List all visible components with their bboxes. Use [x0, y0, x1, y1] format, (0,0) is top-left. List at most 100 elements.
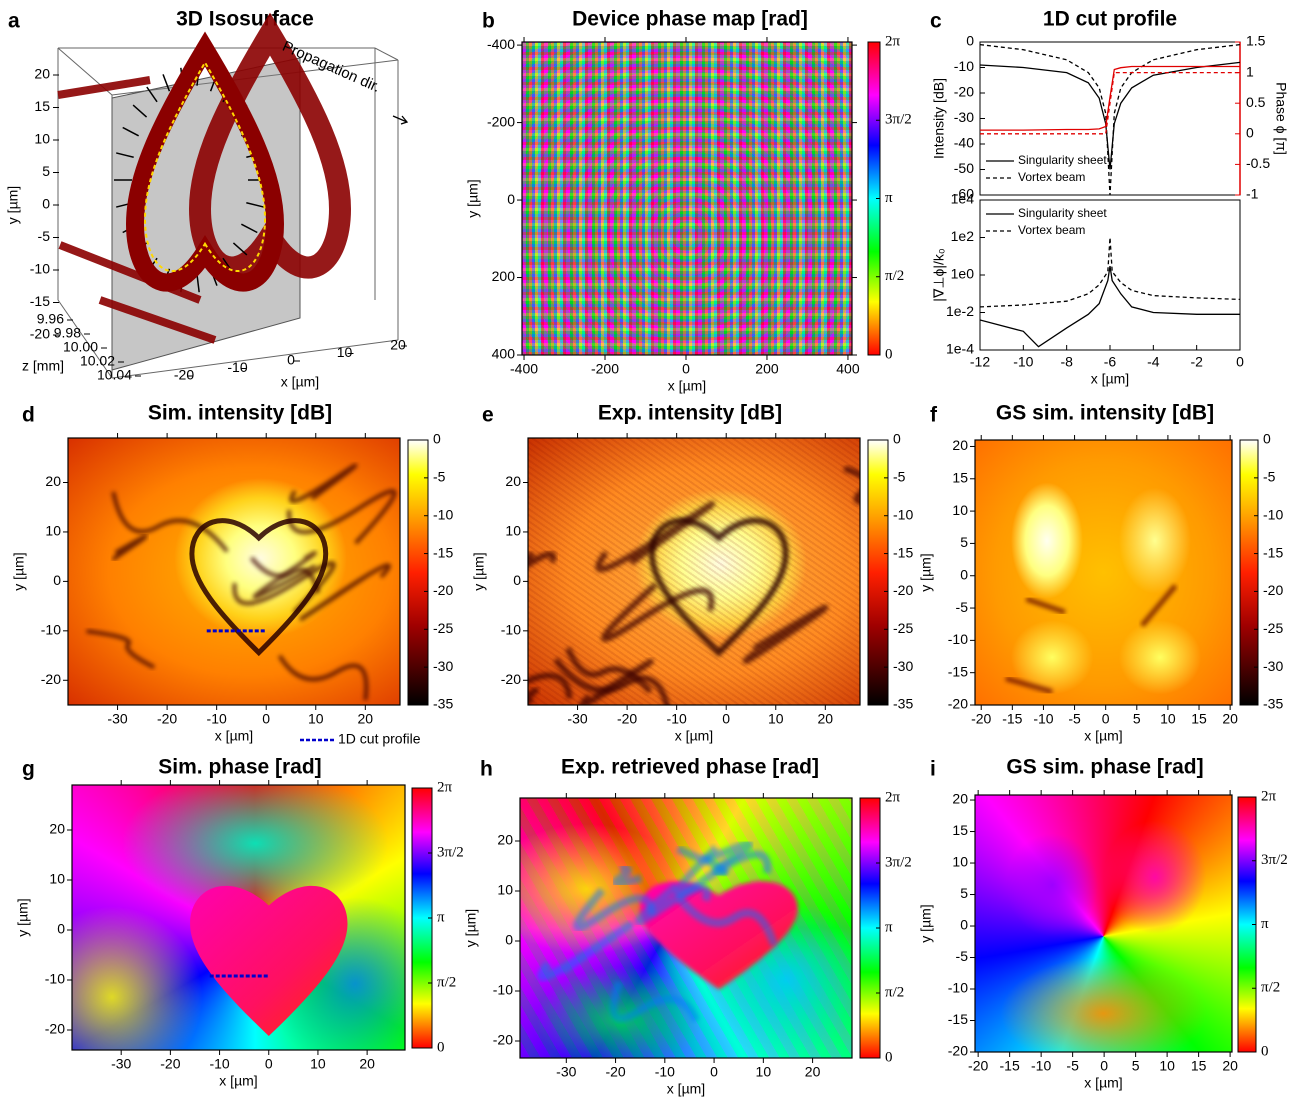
y-tick-label: 20 [49, 821, 65, 837]
y-tick-label: 1e4 [951, 191, 975, 207]
y-tick-label: -10 [948, 980, 968, 996]
panel-letter: d [22, 404, 35, 427]
colorbar-tick-label: -10 [893, 506, 913, 522]
x-tick-label: -10 [655, 1064, 675, 1080]
colorbar-tick-label: π [437, 909, 445, 925]
y-tick-label: 20 [497, 832, 513, 848]
colorbar-tick-label: 2π [885, 789, 901, 805]
x-tick-label: -10 [207, 711, 227, 727]
dark-streak [114, 537, 145, 559]
dark-streak [86, 631, 154, 667]
colorbar-tick-label: π [885, 190, 893, 206]
colorbar-tick-label: -25 [1263, 620, 1283, 636]
y-tick-label: -200 [487, 113, 515, 129]
panel-title: Sim. phase [rad] [158, 756, 321, 779]
panel-title: Exp. intensity [dB] [598, 402, 782, 425]
x-tick-label: -10 [1033, 711, 1053, 727]
colorbar-tick-label: 0 [885, 1049, 893, 1065]
panel-letter: i [930, 758, 936, 781]
colorbar-tick-label: π/2 [885, 268, 904, 284]
legend-label: Singularity sheet [1018, 206, 1107, 220]
x-tick-label: -10 [1013, 354, 1033, 370]
y-axis-label: y [µm] [11, 552, 27, 590]
x-tick-label: -10 [209, 1056, 229, 1072]
heart-outline [652, 521, 786, 653]
x-tick-label: 5 [1133, 711, 1141, 727]
x-tick-label: -30 [111, 1056, 131, 1072]
legend-label: Singularity sheet [1018, 153, 1107, 167]
y-tick-label: -5 [38, 228, 51, 244]
x-tick-label: -30 [556, 1064, 576, 1080]
x-tick-label: 0 [722, 711, 730, 727]
colorbar-tick-label: 0 [1263, 431, 1271, 447]
y-tick-label: -15 [30, 293, 50, 309]
x-tick-label: 10 [756, 1064, 772, 1080]
y-tick-label: 10 [952, 854, 968, 870]
y-tick-label: 0 [960, 917, 968, 933]
panel-letter: f [930, 404, 938, 427]
x-tick-label: 0 [1102, 711, 1110, 727]
heart-region [190, 886, 347, 1036]
x-tick-label: -400 [510, 361, 538, 377]
x-tick-label: 0 [1100, 1058, 1108, 1074]
y-axis-label: y [µm] [463, 909, 479, 947]
y2-tick-label: -1 [1246, 186, 1259, 202]
texture-streak [616, 868, 642, 884]
series-line [980, 266, 1240, 347]
colorbar-tick-label: -10 [1263, 506, 1283, 522]
y-tick-label: 5 [42, 163, 50, 179]
y-tick-label: 0 [57, 921, 65, 937]
panel-title: 3D Isosurface [176, 8, 314, 31]
y-axis-label: y [µm] [15, 898, 31, 936]
y2-tick-label: -0.5 [1246, 155, 1270, 171]
x-tick-label: -8 [1060, 354, 1073, 370]
x-tick-label: -20 [971, 711, 991, 727]
x-tick-label: 20 [359, 1056, 375, 1072]
y-tick-label: -20 [954, 84, 974, 100]
x-tick-label: 0 [682, 361, 690, 377]
y-tick-label: 5 [960, 885, 968, 901]
x-axis-label: x [µm] [219, 1073, 257, 1089]
colorbar-tick-label: -10 [433, 506, 453, 522]
y-tick-label: 10 [34, 131, 50, 147]
y-tick-label: -400 [487, 36, 515, 52]
x-tick-label: -20 [617, 711, 637, 727]
x-axis-label: x [µm] [667, 1081, 705, 1097]
colorbar-tick-label: 3π/2 [1261, 852, 1288, 868]
x-tick-label: 10 [768, 711, 784, 727]
y2-tick-label: 0.5 [1246, 94, 1266, 110]
y-tick-label: -20 [948, 696, 968, 712]
y-tick-label: 20 [952, 437, 968, 453]
y-tick-label: -5 [956, 948, 969, 964]
colorbar-tick-label: -35 [433, 696, 453, 712]
panel-letter: h [480, 758, 493, 781]
annotation-arrow [393, 116, 407, 124]
y-tick-label: 15 [34, 98, 50, 114]
x-tick-label: -20 [160, 1056, 180, 1072]
x-tick-label: 15 [1191, 711, 1207, 727]
y-tick-label: -15 [948, 1011, 968, 1027]
y-axis-label: y [µm] [5, 186, 21, 224]
x-tick-label: 10 [310, 1056, 326, 1072]
colorbar [868, 440, 888, 705]
x-tick-label: 20 [358, 711, 374, 727]
colorbar-tick-label: -30 [433, 658, 453, 674]
y-tick-label: -10 [41, 622, 61, 638]
x-tick-label: -15 [1000, 1058, 1020, 1074]
colorbar-tick-label: -5 [433, 469, 446, 485]
y-tick-label: 400 [492, 346, 516, 362]
x-tick-label: -10 [667, 711, 687, 727]
y-axis-label: Intensity [dB] [931, 78, 947, 159]
panel-title: GS sim. phase [rad] [1006, 756, 1203, 779]
y2-tick-label: 1.5 [1246, 33, 1266, 49]
page: {"chart_data": [ {"panel": "a", "type": … [0, 0, 1289, 1098]
y-tick-label: -5 [956, 599, 969, 615]
colorbar-tick-label: π [885, 919, 893, 935]
x-tick-label: -6 [1104, 354, 1117, 370]
dark-streak [291, 465, 355, 501]
plot-frame [522, 42, 852, 355]
colorbar-tick-label: 2π [1261, 788, 1277, 804]
colorbar-tick-label: π/2 [885, 984, 904, 1000]
colorbar-tick-label: 0 [893, 431, 901, 447]
x-axis-label: x [µm] [1084, 728, 1122, 744]
